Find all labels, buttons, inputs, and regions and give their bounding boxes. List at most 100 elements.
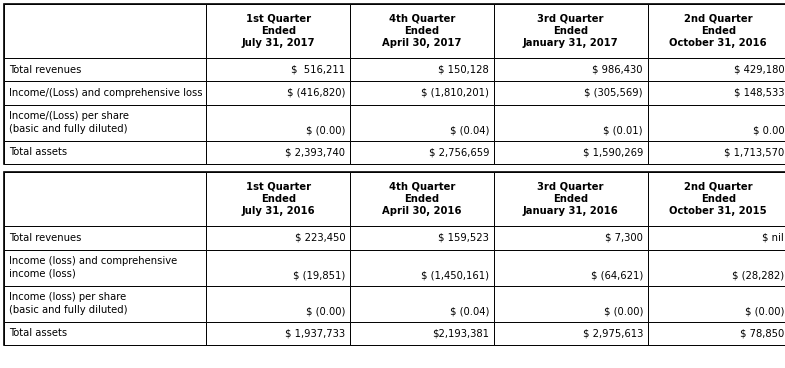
Text: $ 223,450: $ 223,450 (295, 233, 345, 243)
Text: 3rd Quarter: 3rd Quarter (538, 182, 604, 192)
Bar (350, 250, 494, 286)
Bar (4, 58, 206, 81)
Bar (206, 322, 350, 345)
Text: 2nd Quarter: 2nd Quarter (684, 14, 753, 24)
Bar (648, 172, 785, 226)
Text: 3rd Quarter: 3rd Quarter (538, 14, 604, 24)
Bar (4, 81, 206, 105)
Text: $ nil: $ nil (762, 233, 784, 243)
Bar (494, 105, 648, 141)
Text: January 31, 2016: January 31, 2016 (523, 206, 619, 216)
Bar (4, 4, 785, 164)
Bar (350, 81, 494, 105)
Text: Ended: Ended (261, 194, 296, 204)
Text: Total revenues: Total revenues (9, 233, 82, 243)
Text: Ended: Ended (701, 194, 736, 204)
Bar (4, 172, 206, 226)
Text: Ended: Ended (261, 26, 296, 36)
Text: $ (28,282): $ (28,282) (732, 270, 784, 280)
Text: $ 1,590,269: $ 1,590,269 (582, 147, 643, 157)
Text: 4th Quarter: 4th Quarter (389, 182, 455, 192)
Text: $ 2,756,659: $ 2,756,659 (429, 147, 489, 157)
Bar (4, 226, 206, 250)
Text: Ended: Ended (404, 194, 440, 204)
Bar (350, 105, 494, 141)
Text: Ended: Ended (701, 26, 736, 36)
Bar (648, 250, 785, 286)
Text: Total assets: Total assets (9, 147, 68, 157)
Bar (4, 286, 206, 322)
Bar (350, 172, 494, 226)
Bar (4, 250, 206, 286)
Bar (494, 58, 648, 81)
Bar (494, 322, 648, 345)
Text: $ 429,180: $ 429,180 (734, 65, 784, 75)
Bar (350, 4, 494, 58)
Bar (648, 286, 785, 322)
Bar (206, 226, 350, 250)
Text: Ended: Ended (553, 26, 588, 36)
Text: $ (1,810,201): $ (1,810,201) (422, 88, 489, 98)
Text: $ (0.04): $ (0.04) (450, 307, 489, 316)
Text: (basic and fully diluted): (basic and fully diluted) (9, 305, 128, 315)
Bar (206, 81, 350, 105)
Text: October 31, 2015: October 31, 2015 (670, 206, 767, 216)
Text: April 30, 2017: April 30, 2017 (382, 38, 462, 48)
Bar (206, 4, 350, 58)
Bar (206, 58, 350, 81)
Text: July 31, 2016: July 31, 2016 (242, 206, 315, 216)
Bar (648, 81, 785, 105)
Bar (648, 105, 785, 141)
Bar (494, 250, 648, 286)
Text: 4th Quarter: 4th Quarter (389, 14, 455, 24)
Bar (4, 141, 206, 164)
Bar (648, 322, 785, 345)
Text: (basic and fully diluted): (basic and fully diluted) (9, 124, 128, 134)
Text: $ (0.00): $ (0.00) (306, 307, 345, 316)
Bar (648, 58, 785, 81)
Text: Total revenues: Total revenues (9, 65, 82, 75)
Bar (206, 105, 350, 141)
Text: $  516,211: $ 516,211 (291, 65, 345, 75)
Text: $ (0.01): $ (0.01) (604, 125, 643, 135)
Bar (648, 4, 785, 58)
Text: income (loss): income (loss) (9, 269, 76, 279)
Text: $ (19,851): $ (19,851) (293, 270, 345, 280)
Text: $ 2,393,740: $ 2,393,740 (286, 147, 345, 157)
Text: $ (0.04): $ (0.04) (450, 125, 489, 135)
Bar (4, 105, 206, 141)
Text: $ 2,975,613: $ 2,975,613 (582, 328, 643, 338)
Text: 2nd Quarter: 2nd Quarter (684, 182, 753, 192)
Text: $ (0.00): $ (0.00) (306, 125, 345, 135)
Text: $2,193,381: $2,193,381 (432, 328, 489, 338)
Text: January 31, 2017: January 31, 2017 (523, 38, 619, 48)
Bar (648, 141, 785, 164)
Bar (648, 226, 785, 250)
Text: April 30, 2016: April 30, 2016 (382, 206, 462, 216)
Text: Income (loss) and comprehensive: Income (loss) and comprehensive (9, 256, 177, 266)
Text: $ 7,300: $ 7,300 (605, 233, 643, 243)
Bar (350, 226, 494, 250)
Text: Income/(Loss) and comprehensive loss: Income/(Loss) and comprehensive loss (9, 88, 203, 98)
Text: $ 0.00: $ 0.00 (753, 125, 784, 135)
Bar (494, 172, 648, 226)
Text: $ 1,713,570: $ 1,713,570 (724, 147, 784, 157)
Bar (350, 322, 494, 345)
Bar (494, 286, 648, 322)
Bar (4, 172, 785, 345)
Bar (206, 141, 350, 164)
Text: $ (0.00): $ (0.00) (745, 307, 784, 316)
Text: 1st Quarter: 1st Quarter (246, 182, 311, 192)
Text: Total assets: Total assets (9, 328, 68, 338)
Text: October 31, 2016: October 31, 2016 (670, 38, 767, 48)
Bar (4, 4, 206, 58)
Bar (206, 250, 350, 286)
Bar (206, 172, 350, 226)
Bar (350, 141, 494, 164)
Bar (494, 226, 648, 250)
Text: $ 150,128: $ 150,128 (438, 65, 489, 75)
Text: $ 148,533: $ 148,533 (734, 88, 784, 98)
Bar (350, 286, 494, 322)
Bar (350, 58, 494, 81)
Bar (4, 322, 206, 345)
